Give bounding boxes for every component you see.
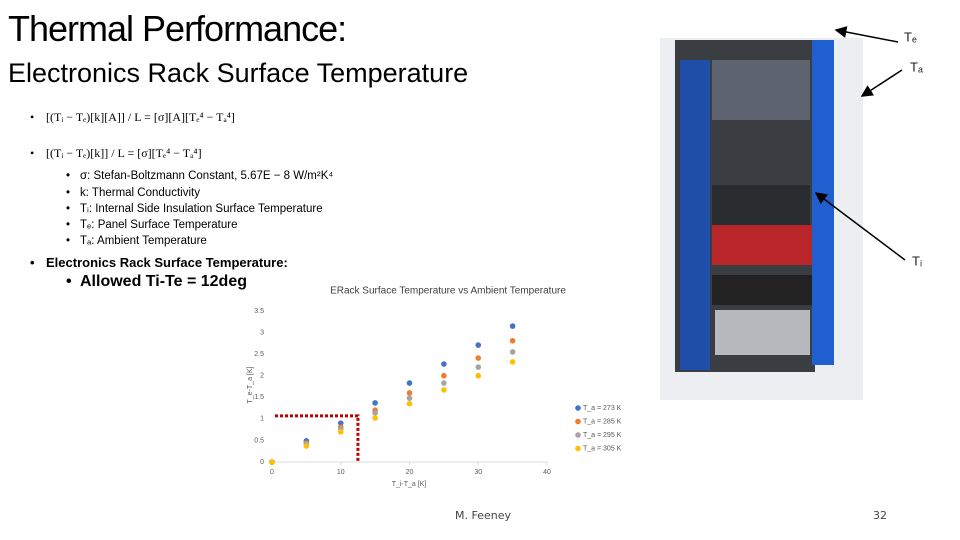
point <box>441 361 447 367</box>
x-axis-label: T_i-T_a [K] <box>392 481 427 488</box>
author: M. Feeney <box>455 509 511 522</box>
y-tick-label: 0.5 <box>254 437 264 444</box>
point <box>475 342 482 348</box>
point <box>509 359 516 365</box>
point <box>475 355 482 361</box>
legend-marker <box>575 418 581 425</box>
guide-line <box>275 414 360 462</box>
x-tick-label: 0 <box>270 469 274 476</box>
image-label: Tₐ <box>910 59 923 74</box>
highlight-bullet: Allowed Ti-Te = 12deg <box>66 273 247 291</box>
x-tick-label: 30 <box>474 469 482 476</box>
legend-label: T_a = 295 K <box>583 432 622 439</box>
point <box>269 459 275 465</box>
point <box>509 337 516 344</box>
point <box>475 364 482 370</box>
arrow <box>860 69 903 97</box>
legend-marker <box>575 432 581 438</box>
y-tick-label: 1 <box>260 416 264 423</box>
equation: [(Tᵢ − Tₑ)[k]] / L = [σ][Tₑ⁴ − Tₐ⁴] <box>30 146 202 161</box>
point <box>337 420 344 426</box>
slide-title: Thermal Performance: <box>8 8 347 49</box>
point <box>441 372 447 379</box>
y-tick-label: 2 <box>260 373 264 380</box>
equation: [(Tᵢ − Tₑ)[k][A]] / L = [σ][A][Tₑ⁴ − Tₐ⁴… <box>30 110 235 125</box>
point <box>406 400 413 407</box>
point <box>475 372 482 379</box>
legend-marker <box>575 405 581 411</box>
point <box>441 387 447 393</box>
point <box>372 410 378 416</box>
chart-title: ERack Surface Temperature vs Ambient Tem… <box>330 286 566 297</box>
point <box>372 415 378 421</box>
x-tick-label: 10 <box>337 469 345 476</box>
point <box>509 323 516 329</box>
point <box>372 400 378 406</box>
point <box>406 380 413 386</box>
slide-subtitle: Electronics Rack Surface Temperature <box>8 58 469 88</box>
sub-bullet: Tₑ: Panel Surface Temperature <box>66 219 238 231</box>
x-tick-label: 40 <box>543 469 551 476</box>
legend-marker <box>575 445 581 452</box>
y-tick-label: 1.5 <box>254 394 264 401</box>
y-axis-label: T_e-T_a [K] <box>247 366 254 403</box>
arrow <box>834 26 899 43</box>
sub-bullet: Tᵢ: Internal Side Insulation Surface Tem… <box>66 203 323 215</box>
image-label: Tᵢ <box>912 253 922 268</box>
sub-bullet: Tₐ: Ambient Temperature <box>66 235 207 247</box>
point <box>441 380 447 386</box>
legend-label: T_a = 273 K <box>583 405 622 412</box>
sub-bullet: σ: Stefan-Boltzmann Constant, 5.67E − 8 … <box>66 170 333 182</box>
point <box>509 349 516 355</box>
legend-label: T_a = 305 K <box>583 445 622 452</box>
sub-bullet: k: Thermal Conductivity <box>66 187 200 199</box>
section-bullet: Electronics Rack Surface Temperature: <box>30 255 288 270</box>
point <box>337 429 344 435</box>
point <box>406 390 413 396</box>
point <box>406 395 413 401</box>
image-label: Tₑ <box>904 29 917 44</box>
point <box>303 443 310 449</box>
y-tick-label: 2.5 <box>254 351 264 358</box>
y-tick-label: 3.5 <box>254 308 264 315</box>
page-number: 32 <box>873 509 887 522</box>
y-tick-label: 0 <box>260 459 264 466</box>
y-tick-label: 3 <box>260 329 264 336</box>
legend-label: T_a = 285 K <box>583 418 622 425</box>
x-tick-label: 20 <box>406 469 414 476</box>
rack-image <box>660 38 863 400</box>
arrow <box>814 192 906 261</box>
